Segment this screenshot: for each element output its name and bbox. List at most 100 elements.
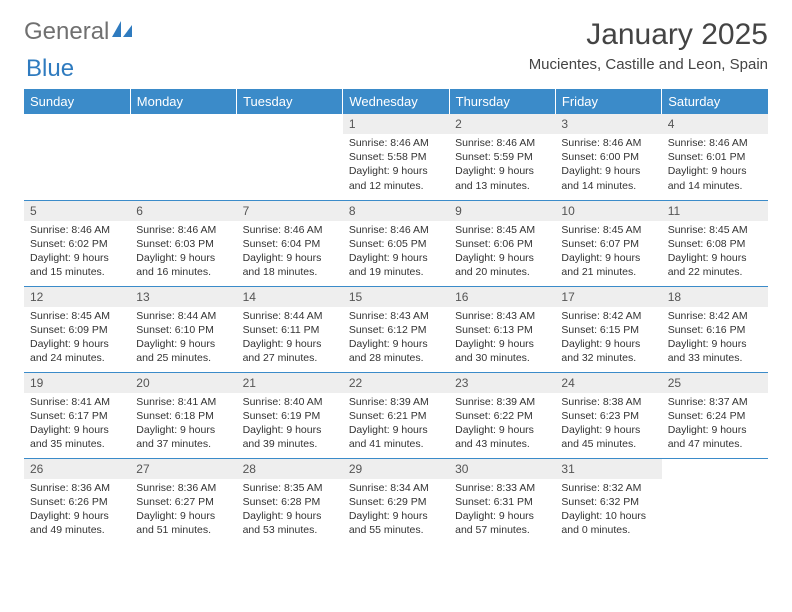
day-details: Sunrise: 8:46 AMSunset: 6:05 PMDaylight:… [343, 221, 449, 284]
day-details: Sunrise: 8:38 AMSunset: 6:23 PMDaylight:… [555, 393, 661, 456]
calendar-cell: 14Sunrise: 8:44 AMSunset: 6:11 PMDayligh… [237, 286, 343, 372]
calendar-cell: 8Sunrise: 8:46 AMSunset: 6:05 PMDaylight… [343, 200, 449, 286]
calendar-cell: 20Sunrise: 8:41 AMSunset: 6:18 PMDayligh… [130, 372, 236, 458]
calendar-cell: 3Sunrise: 8:46 AMSunset: 6:00 PMDaylight… [555, 114, 661, 200]
day-number: 23 [449, 373, 555, 393]
calendar-cell: 18Sunrise: 8:42 AMSunset: 6:16 PMDayligh… [662, 286, 768, 372]
day-details: Sunrise: 8:39 AMSunset: 6:22 PMDaylight:… [449, 393, 555, 456]
calendar-cell: 17Sunrise: 8:42 AMSunset: 6:15 PMDayligh… [555, 286, 661, 372]
calendar-cell [662, 458, 768, 544]
logo-sail-icon [112, 18, 134, 46]
day-number: 29 [343, 459, 449, 479]
calendar-cell: 28Sunrise: 8:35 AMSunset: 6:28 PMDayligh… [237, 458, 343, 544]
col-friday: Friday [555, 89, 661, 114]
day-number: 5 [24, 201, 130, 221]
title-block: January 2025 Mucientes, Castille and Leo… [529, 18, 768, 73]
calendar-row: 12Sunrise: 8:45 AMSunset: 6:09 PMDayligh… [24, 286, 768, 372]
month-title: January 2025 [529, 18, 768, 52]
logo-text-2: Blue [26, 55, 74, 82]
day-details: Sunrise: 8:45 AMSunset: 6:07 PMDaylight:… [555, 221, 661, 284]
location-text: Mucientes, Castille and Leon, Spain [529, 56, 768, 73]
col-monday: Monday [130, 89, 236, 114]
day-details: Sunrise: 8:36 AMSunset: 6:27 PMDaylight:… [130, 479, 236, 542]
day-number: 19 [24, 373, 130, 393]
day-number: 30 [449, 459, 555, 479]
calendar-cell: 22Sunrise: 8:39 AMSunset: 6:21 PMDayligh… [343, 372, 449, 458]
day-number: 14 [237, 287, 343, 307]
day-details: Sunrise: 8:46 AMSunset: 5:59 PMDaylight:… [449, 134, 555, 197]
weekday-header-row: Sunday Monday Tuesday Wednesday Thursday… [24, 89, 768, 114]
day-details: Sunrise: 8:35 AMSunset: 6:28 PMDaylight:… [237, 479, 343, 542]
col-saturday: Saturday [662, 89, 768, 114]
day-number: 15 [343, 287, 449, 307]
calendar-cell: 16Sunrise: 8:43 AMSunset: 6:13 PMDayligh… [449, 286, 555, 372]
calendar-cell: 19Sunrise: 8:41 AMSunset: 6:17 PMDayligh… [24, 372, 130, 458]
calendar-cell: 27Sunrise: 8:36 AMSunset: 6:27 PMDayligh… [130, 458, 236, 544]
day-details: Sunrise: 8:46 AMSunset: 6:00 PMDaylight:… [555, 134, 661, 197]
col-wednesday: Wednesday [343, 89, 449, 114]
calendar-cell: 15Sunrise: 8:43 AMSunset: 6:12 PMDayligh… [343, 286, 449, 372]
calendar-cell [24, 114, 130, 200]
day-details: Sunrise: 8:46 AMSunset: 6:02 PMDaylight:… [24, 221, 130, 284]
col-sunday: Sunday [24, 89, 130, 114]
calendar-cell: 9Sunrise: 8:45 AMSunset: 6:06 PMDaylight… [449, 200, 555, 286]
logo-text-1: General [24, 18, 109, 46]
day-number: 10 [555, 201, 661, 221]
col-thursday: Thursday [449, 89, 555, 114]
day-details: Sunrise: 8:36 AMSunset: 6:26 PMDaylight:… [24, 479, 130, 542]
day-details: Sunrise: 8:32 AMSunset: 6:32 PMDaylight:… [555, 479, 661, 542]
day-number: 3 [555, 114, 661, 134]
day-number: 16 [449, 287, 555, 307]
day-number: 13 [130, 287, 236, 307]
calendar-cell: 31Sunrise: 8:32 AMSunset: 6:32 PMDayligh… [555, 458, 661, 544]
day-details: Sunrise: 8:43 AMSunset: 6:12 PMDaylight:… [343, 307, 449, 370]
day-details: Sunrise: 8:43 AMSunset: 6:13 PMDaylight:… [449, 307, 555, 370]
day-number: 7 [237, 201, 343, 221]
day-number: 21 [237, 373, 343, 393]
day-details: Sunrise: 8:46 AMSunset: 6:01 PMDaylight:… [662, 134, 768, 197]
calendar-cell: 1Sunrise: 8:46 AMSunset: 5:58 PMDaylight… [343, 114, 449, 200]
day-details: Sunrise: 8:41 AMSunset: 6:18 PMDaylight:… [130, 393, 236, 456]
calendar-cell: 2Sunrise: 8:46 AMSunset: 5:59 PMDaylight… [449, 114, 555, 200]
calendar-row: 1Sunrise: 8:46 AMSunset: 5:58 PMDaylight… [24, 114, 768, 200]
calendar-page: General January 2025 Mucientes, Castille… [0, 0, 792, 562]
day-details: Sunrise: 8:45 AMSunset: 6:06 PMDaylight:… [449, 221, 555, 284]
day-details: Sunrise: 8:34 AMSunset: 6:29 PMDaylight:… [343, 479, 449, 542]
calendar-cell: 23Sunrise: 8:39 AMSunset: 6:22 PMDayligh… [449, 372, 555, 458]
calendar-cell [237, 114, 343, 200]
day-details: Sunrise: 8:46 AMSunset: 5:58 PMDaylight:… [343, 134, 449, 197]
day-number: 28 [237, 459, 343, 479]
calendar-cell: 13Sunrise: 8:44 AMSunset: 6:10 PMDayligh… [130, 286, 236, 372]
calendar-cell: 25Sunrise: 8:37 AMSunset: 6:24 PMDayligh… [662, 372, 768, 458]
col-tuesday: Tuesday [237, 89, 343, 114]
day-number: 8 [343, 201, 449, 221]
day-number: 26 [24, 459, 130, 479]
calendar-row: 5Sunrise: 8:46 AMSunset: 6:02 PMDaylight… [24, 200, 768, 286]
day-number: 4 [662, 114, 768, 134]
calendar-cell: 11Sunrise: 8:45 AMSunset: 6:08 PMDayligh… [662, 200, 768, 286]
day-number: 11 [662, 201, 768, 221]
day-details: Sunrise: 8:44 AMSunset: 6:11 PMDaylight:… [237, 307, 343, 370]
calendar-row: 26Sunrise: 8:36 AMSunset: 6:26 PMDayligh… [24, 458, 768, 544]
calendar-cell: 7Sunrise: 8:46 AMSunset: 6:04 PMDaylight… [237, 200, 343, 286]
day-number: 22 [343, 373, 449, 393]
calendar-cell [130, 114, 236, 200]
day-number: 9 [449, 201, 555, 221]
day-number: 6 [130, 201, 236, 221]
day-number: 27 [130, 459, 236, 479]
calendar-cell: 21Sunrise: 8:40 AMSunset: 6:19 PMDayligh… [237, 372, 343, 458]
day-number: 31 [555, 459, 661, 479]
day-details: Sunrise: 8:46 AMSunset: 6:03 PMDaylight:… [130, 221, 236, 284]
calendar-cell: 30Sunrise: 8:33 AMSunset: 6:31 PMDayligh… [449, 458, 555, 544]
calendar-cell: 5Sunrise: 8:46 AMSunset: 6:02 PMDaylight… [24, 200, 130, 286]
day-number: 25 [662, 373, 768, 393]
day-number: 20 [130, 373, 236, 393]
day-details: Sunrise: 8:41 AMSunset: 6:17 PMDaylight:… [24, 393, 130, 456]
day-number: 24 [555, 373, 661, 393]
day-details: Sunrise: 8:45 AMSunset: 6:08 PMDaylight:… [662, 221, 768, 284]
calendar-cell: 12Sunrise: 8:45 AMSunset: 6:09 PMDayligh… [24, 286, 130, 372]
day-details: Sunrise: 8:42 AMSunset: 6:16 PMDaylight:… [662, 307, 768, 370]
calendar-cell: 26Sunrise: 8:36 AMSunset: 6:26 PMDayligh… [24, 458, 130, 544]
calendar-table: Sunday Monday Tuesday Wednesday Thursday… [24, 89, 768, 544]
day-details: Sunrise: 8:46 AMSunset: 6:04 PMDaylight:… [237, 221, 343, 284]
